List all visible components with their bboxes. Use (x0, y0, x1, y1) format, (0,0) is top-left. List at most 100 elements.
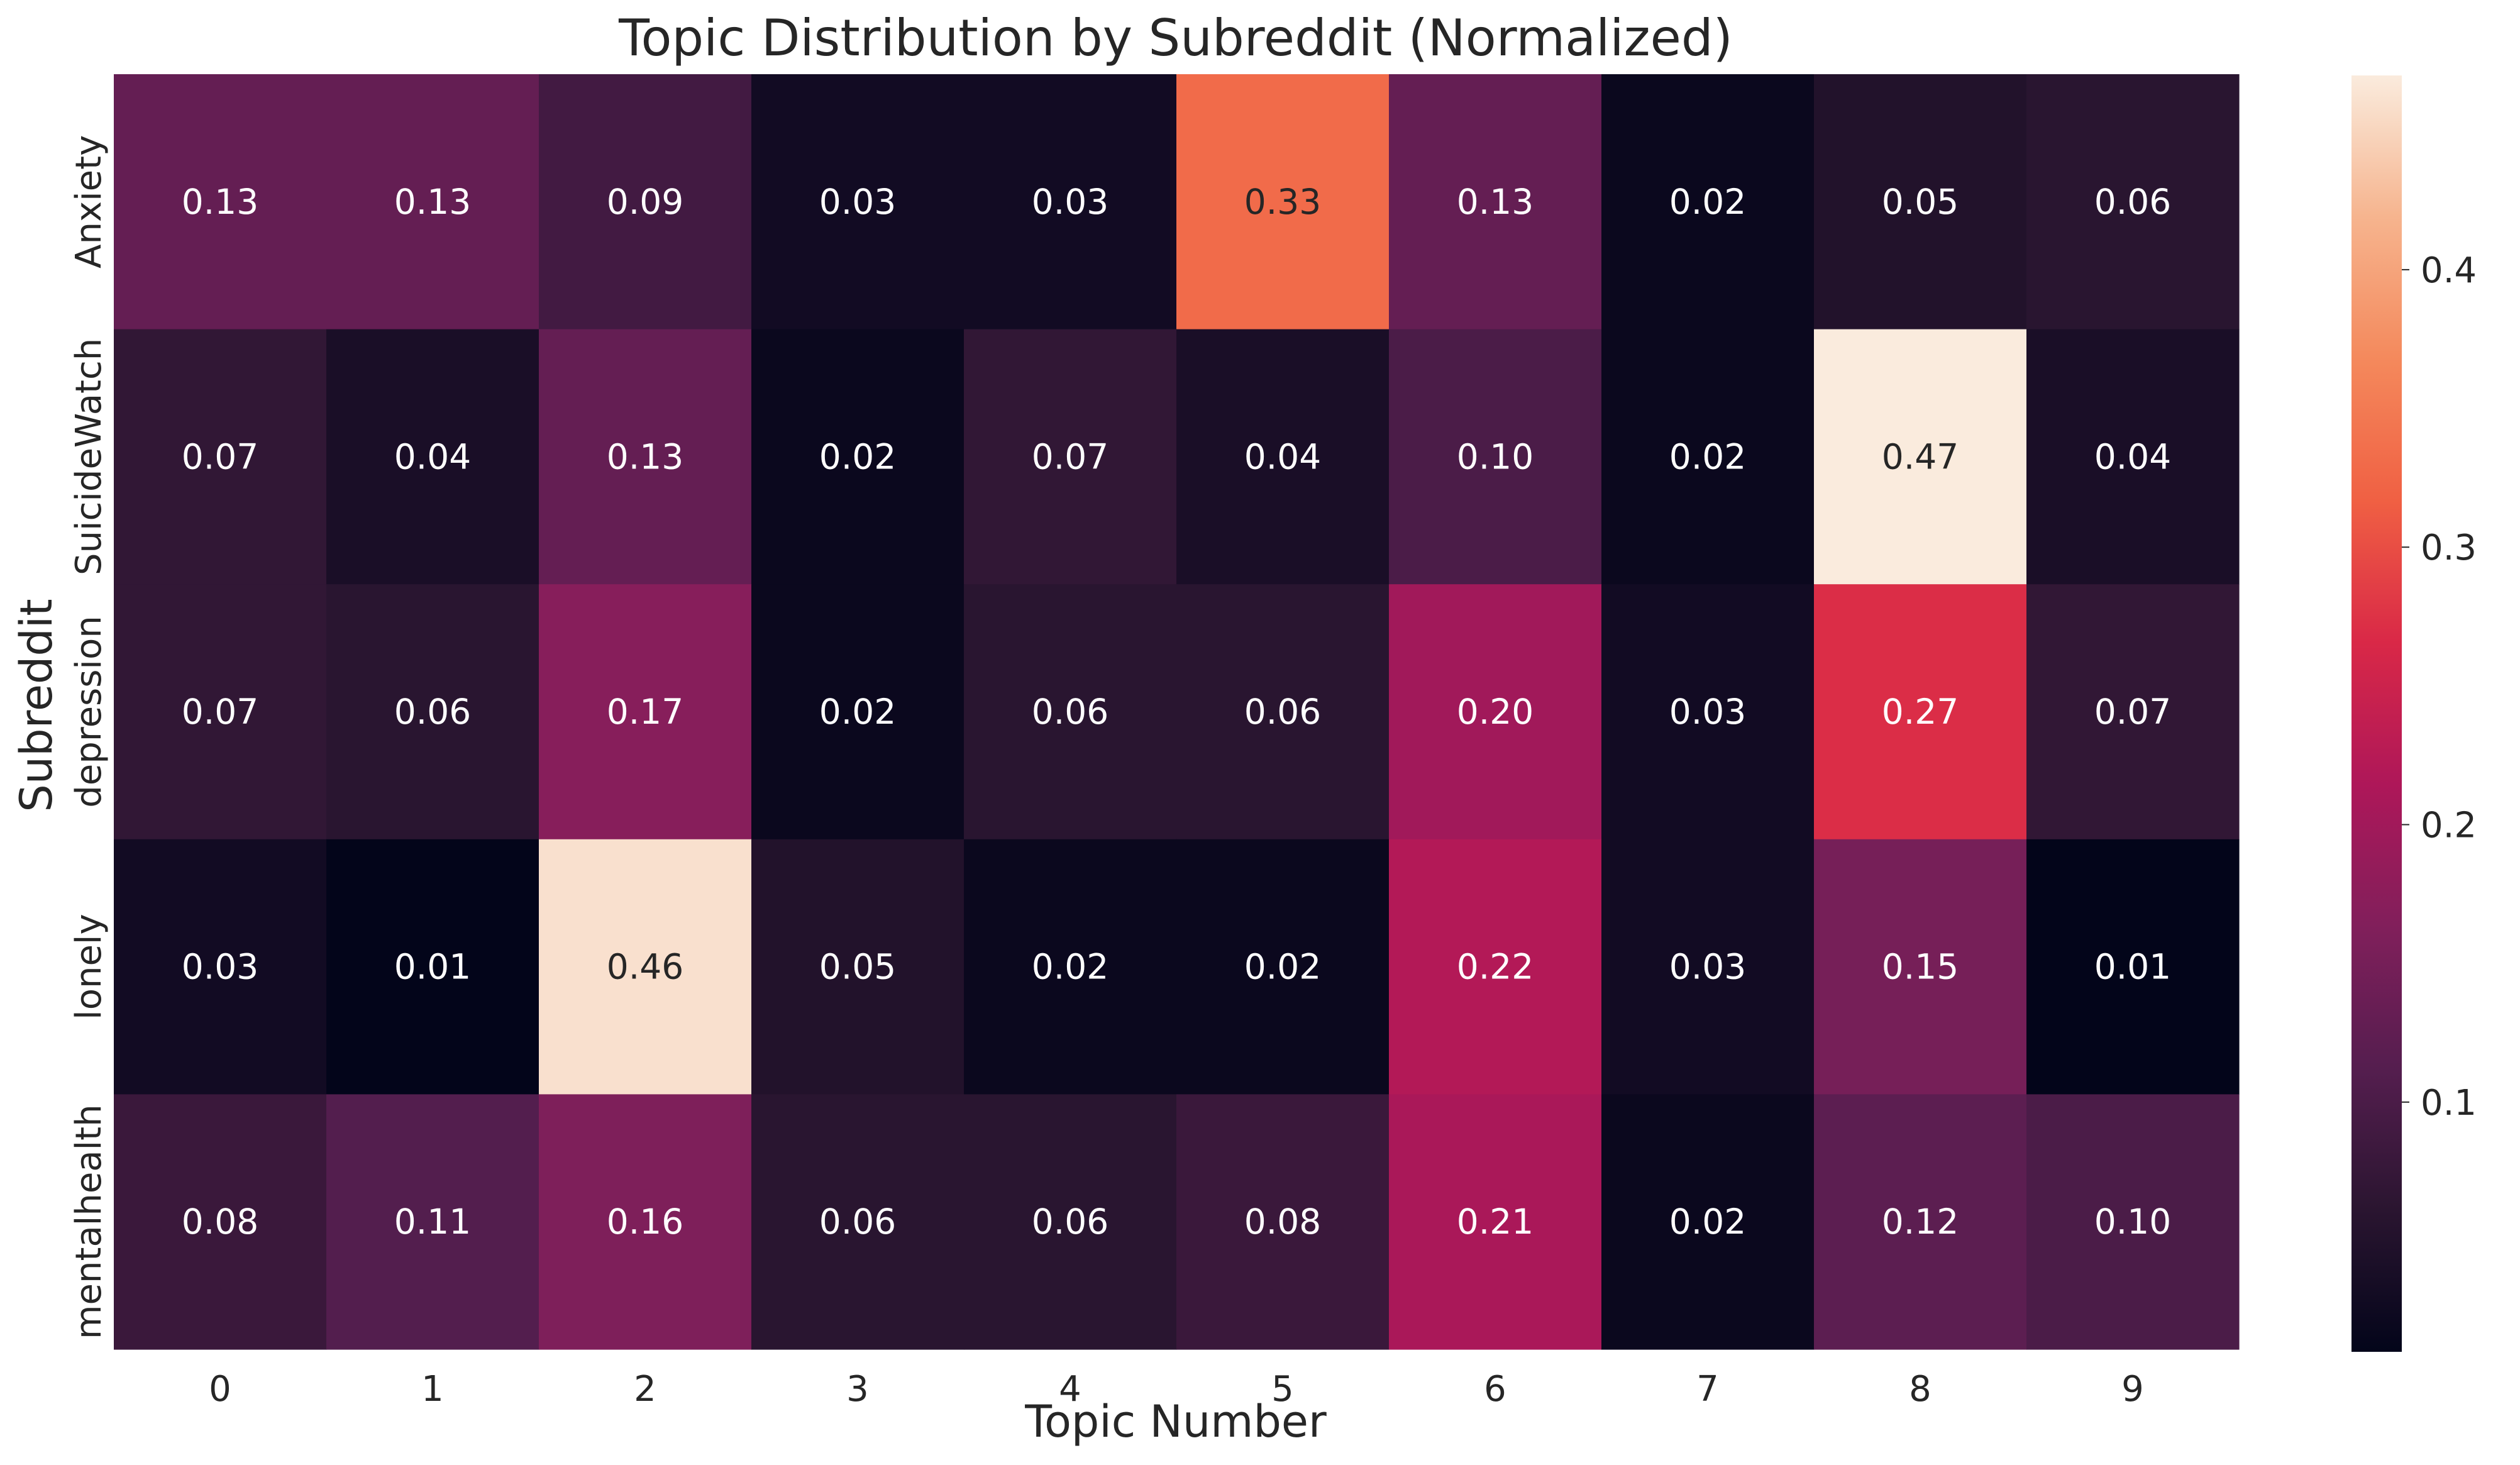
x-tick-label: 6 (1484, 1369, 1506, 1410)
heatmap-cell (1601, 329, 1815, 585)
x-tick-label: 1 (421, 1369, 444, 1410)
x-tick-label: 3 (846, 1369, 869, 1410)
cell-value-label: 0.02 (1669, 436, 1746, 477)
cell-value-label: 0.02 (819, 436, 896, 477)
cell-value-label: 0.15 (1882, 947, 1959, 987)
cell-value-label: 0.04 (1244, 436, 1321, 477)
cell-value-label: 0.13 (607, 436, 683, 477)
cell-value-label: 0.06 (1244, 692, 1321, 732)
heatmap-cell (114, 839, 327, 1095)
heatmap-cell (1814, 839, 2027, 1095)
cell-value-label: 0.10 (1457, 436, 1534, 477)
heatmap-cell (114, 74, 327, 330)
heatmap-cell (1176, 584, 1390, 840)
cell-value-label: 0.02 (1669, 182, 1746, 222)
x-tick-label: 9 (2121, 1369, 2144, 1410)
cell-value-label: 0.27 (1882, 692, 1959, 732)
y-axis-tick-labels: Anxiety SuicideWatch depression lonely menta… (69, 135, 109, 1339)
cell-value-label: 0.03 (819, 182, 896, 222)
cell-value-label: 0.05 (1882, 182, 1959, 222)
colorbar-tick-label: 0.1 (2421, 1083, 2477, 1124)
y-tick-label: Anxiety (69, 135, 109, 268)
cell-value-label: 0.08 (1244, 1202, 1321, 1242)
heatmap-cell (1814, 584, 2027, 840)
heatmap-cell (1389, 584, 1602, 840)
heatmap-cell (1176, 1094, 1390, 1350)
cell-value-label: 0.13 (394, 182, 471, 222)
heatmap-cell (1176, 839, 1390, 1095)
heatmap-cell (539, 584, 752, 840)
heatmap-cell (1176, 329, 1390, 585)
cell-value-label: 0.06 (1032, 1202, 1108, 1242)
x-tick-label: 4 (1059, 1369, 1081, 1410)
y-tick-label: lonely (69, 914, 109, 1019)
cell-value-label: 0.33 (1244, 182, 1321, 222)
heatmap-cell (2026, 329, 2240, 585)
x-axis-label: Topic Number (1024, 1396, 1327, 1447)
heatmap-cell (1389, 839, 1602, 1095)
y-tick-label: depression (69, 616, 109, 807)
cell-value-label: 0.02 (1032, 947, 1108, 987)
cell-value-label: 0.03 (1669, 692, 1746, 732)
colorbar-tick-label: 0.2 (2421, 805, 2477, 846)
heatmap-cell (114, 1094, 327, 1350)
cell-value-label: 0.46 (607, 947, 683, 987)
cell-value-label: 0.01 (394, 947, 471, 987)
heatmap-cell (964, 584, 1177, 840)
heatmap-cell (1389, 1094, 1602, 1350)
cell-value-label: 0.06 (2094, 182, 2171, 222)
heatmap-cell (2026, 1094, 2240, 1350)
heatmap-cell (539, 839, 752, 1095)
cell-value-label: 0.11 (394, 1202, 471, 1242)
cell-value-label: 0.07 (1032, 436, 1108, 477)
colorbar-tick-labels: 0.1 0.2 0.3 0.4 (2402, 250, 2477, 1124)
heatmap-cell (1389, 74, 1602, 330)
x-tick-label: 2 (634, 1369, 656, 1410)
heatmap-cell (751, 74, 964, 330)
y-tick-label: mentalhealth (69, 1104, 109, 1339)
cell-value-label: 0.05 (819, 947, 896, 987)
heatmap-cell (326, 839, 539, 1095)
colorbar-tick-label: 0.4 (2421, 250, 2477, 291)
cell-value-label: 0.02 (819, 692, 896, 732)
x-tick-label: 0 (209, 1369, 231, 1410)
cell-value-label: 0.06 (1032, 692, 1108, 732)
cell-value-label: 0.02 (1244, 947, 1321, 987)
cell-value-label: 0.02 (1669, 1202, 1746, 1242)
cell-value-label: 0.04 (2094, 436, 2171, 477)
cell-value-label: 0.21 (1457, 1202, 1534, 1242)
cell-value-label: 0.07 (182, 692, 258, 732)
heatmap-cell (114, 584, 327, 840)
cell-value-label: 0.01 (2094, 947, 2171, 987)
cell-value-label: 0.06 (819, 1202, 896, 1242)
heatmap-cells (114, 74, 2240, 1350)
heatmap-cell (539, 74, 752, 330)
heatmap-cell (964, 329, 1177, 585)
cell-value-label: 0.22 (1457, 947, 1534, 987)
heatmap-cell (1601, 74, 1815, 330)
cell-value-label: 0.03 (1032, 182, 1108, 222)
heatmap-cell (326, 584, 539, 840)
heatmap-cell (114, 329, 327, 585)
heatmap-cell (751, 584, 964, 840)
heatmap-cell (539, 329, 752, 585)
heatmap-cell (2026, 839, 2240, 1095)
cell-value-label: 0.03 (1669, 947, 1746, 987)
heatmap-cell (1601, 584, 1815, 840)
heatmap-cell (539, 1094, 752, 1350)
cell-value-label: 0.08 (182, 1202, 258, 1242)
cell-value-label: 0.12 (1882, 1202, 1959, 1242)
y-axis-label: Subreddit (11, 599, 62, 812)
heatmap-cell (1176, 74, 1390, 330)
heatmap-cell (2026, 74, 2240, 330)
heatmap-cell (964, 1094, 1177, 1350)
heatmap-cell (1389, 329, 1602, 585)
cell-value-label: 0.07 (2094, 692, 2171, 732)
heatmap-cell (1601, 839, 1815, 1095)
cell-value-labels: 0.13 0.13 0.09 0.03 0.03 0.33 0.13 0.02 0.05 0.06… (182, 182, 2171, 1242)
heatmap-cell (1814, 329, 2027, 585)
colorbar-gradient (2351, 75, 2402, 1352)
heatmap-cell (326, 329, 539, 585)
heatmap-cell (751, 1094, 964, 1350)
cell-value-label: 0.13 (182, 182, 258, 222)
